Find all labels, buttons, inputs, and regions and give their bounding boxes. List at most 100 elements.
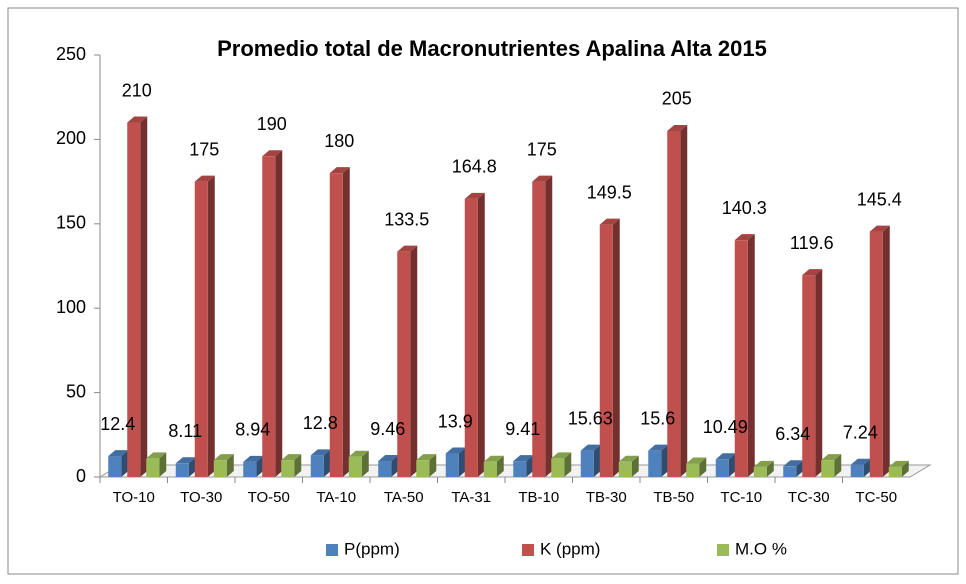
- bar: [348, 456, 362, 477]
- bar: [821, 460, 835, 477]
- y-tick-label: 200: [56, 128, 86, 148]
- bar-side: [882, 225, 890, 477]
- y-tick-label: 100: [56, 297, 86, 317]
- bar: [281, 460, 295, 477]
- x-tick-label: TB-30: [586, 489, 627, 506]
- bar-top: [686, 457, 707, 464]
- bar-top: [348, 450, 369, 457]
- x-tick-label: TB-10: [518, 489, 559, 506]
- bar: [194, 181, 208, 477]
- bar: [397, 251, 411, 477]
- bar-side: [429, 454, 437, 477]
- data-label: 12.4: [100, 414, 135, 434]
- bar-side: [564, 452, 572, 477]
- bar-side: [747, 234, 755, 477]
- legend-swatch: [717, 544, 729, 556]
- bar-top: [464, 192, 485, 199]
- bar-side: [391, 455, 399, 477]
- bar-side: [477, 192, 485, 477]
- x-tick-label: TC-50: [855, 489, 897, 506]
- bar-top: [445, 447, 466, 454]
- legend-label: M.O %: [735, 539, 787, 558]
- bar: [753, 466, 767, 477]
- bar: [146, 458, 160, 477]
- bar-top: [329, 167, 350, 174]
- bar-top: [753, 460, 774, 467]
- legend-label: P(ppm): [344, 539, 400, 558]
- bar-side: [342, 167, 350, 477]
- bar-side: [815, 269, 823, 477]
- bar-top: [108, 450, 129, 457]
- x-tick-label: TA-10: [316, 489, 356, 506]
- y-tick-label: 50: [66, 381, 86, 401]
- bar-top: [397, 245, 418, 252]
- bar: [580, 450, 594, 477]
- bar-side: [863, 458, 871, 477]
- bar-top: [850, 458, 871, 465]
- bar-top: [213, 454, 234, 461]
- bar-top: [618, 455, 639, 462]
- bar: [262, 156, 276, 477]
- bar: [667, 130, 681, 477]
- bar-side: [796, 460, 804, 477]
- bar-side: [294, 454, 302, 477]
- bar-top: [127, 116, 148, 123]
- data-label: 140.3: [722, 198, 767, 218]
- data-label: 6.34: [775, 424, 810, 444]
- bar-side: [661, 444, 669, 477]
- bar-side: [728, 453, 736, 477]
- x-tick-label: TB-50: [653, 489, 694, 506]
- bar: [599, 224, 613, 477]
- bar-top: [599, 218, 620, 225]
- data-label: 7.24: [843, 423, 878, 443]
- bar-side: [226, 454, 234, 477]
- bar-side: [766, 460, 774, 477]
- bar-side: [496, 455, 504, 477]
- bar: [108, 456, 122, 477]
- data-label: 175: [189, 139, 219, 159]
- bar-top: [783, 460, 804, 467]
- bar-side: [188, 457, 196, 477]
- x-tick-label: TC-10: [720, 489, 762, 506]
- bar-side: [323, 449, 331, 477]
- bar: [715, 459, 729, 477]
- bar-top: [532, 175, 553, 182]
- data-label: 15.63: [568, 408, 613, 428]
- bar: [648, 450, 662, 477]
- x-tick-label: TA-31: [451, 489, 491, 506]
- bar-top: [888, 460, 909, 467]
- bar-side: [545, 175, 553, 477]
- data-label: 9.46: [370, 419, 405, 439]
- bar: [850, 464, 864, 477]
- data-label: 15.6: [640, 408, 675, 428]
- data-label: 145.4: [857, 189, 902, 209]
- legend-swatch: [522, 544, 534, 556]
- bar-side: [458, 447, 466, 477]
- x-tick-label: TC-30: [788, 489, 830, 506]
- bar: [464, 198, 478, 477]
- bar: [686, 463, 700, 477]
- data-label: 175: [527, 139, 557, 159]
- bar-top: [483, 455, 504, 462]
- bar-side: [159, 452, 167, 477]
- bar: [513, 461, 527, 477]
- data-label: 12.8: [303, 413, 338, 433]
- bar-top: [648, 444, 669, 451]
- bar-side: [680, 124, 688, 478]
- bar-side: [140, 116, 148, 478]
- x-tick-label: TA-50: [384, 489, 424, 506]
- bar-top: [310, 449, 331, 456]
- y-tick-label: 0: [76, 466, 86, 486]
- legend-swatch: [326, 544, 338, 556]
- bar-top: [667, 124, 688, 131]
- x-tick-label: TO-30: [180, 489, 222, 506]
- data-label: 149.5: [587, 182, 632, 202]
- bar-top: [416, 454, 437, 461]
- bar: [888, 466, 902, 477]
- bar-side: [526, 455, 534, 477]
- bar-top: [281, 454, 302, 461]
- data-label: 119.6: [790, 233, 834, 253]
- bar-side: [612, 218, 620, 478]
- bar: [127, 122, 141, 478]
